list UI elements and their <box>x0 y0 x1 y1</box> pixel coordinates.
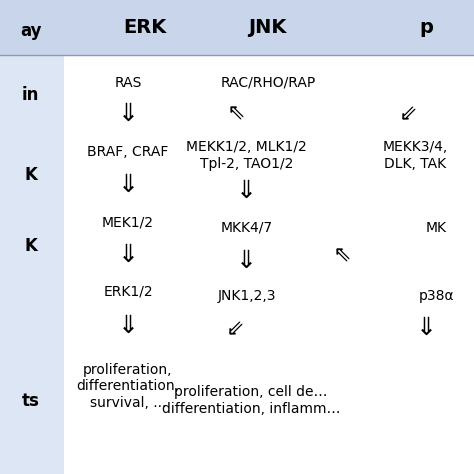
Text: ⇐: ⇐ <box>221 99 248 127</box>
Text: proliferation, cell de…
differentiation, inflamm…: proliferation, cell de… differentiation,… <box>162 385 340 416</box>
Text: ay: ay <box>20 22 42 40</box>
Text: K: K <box>24 166 37 184</box>
Text: RAS: RAS <box>114 76 142 90</box>
Text: ERK: ERK <box>123 18 166 36</box>
Text: ⇓: ⇓ <box>236 179 257 202</box>
Bar <box>64 55 474 474</box>
Text: ⇓: ⇓ <box>118 102 138 126</box>
Bar <box>0 0 474 55</box>
Text: RAC/RHO/RAP: RAC/RHO/RAP <box>220 76 315 90</box>
Text: MEKK1/2, MLK1/2
Tpl-2, TAO1/2: MEKK1/2, MLK1/2 Tpl-2, TAO1/2 <box>186 140 307 171</box>
Text: ⇓: ⇓ <box>236 249 257 273</box>
Text: JNK1,2,3: JNK1,2,3 <box>217 289 276 303</box>
Text: p38α: p38α <box>418 289 454 303</box>
Text: p: p <box>419 18 434 36</box>
Text: K: K <box>24 237 37 255</box>
Text: ERK1/2: ERK1/2 <box>103 284 153 299</box>
Text: ⇓: ⇓ <box>118 243 138 267</box>
Text: in: in <box>22 86 39 104</box>
Text: ts: ts <box>22 392 40 410</box>
Text: MEKK3/4,
DLK, TAK: MEKK3/4, DLK, TAK <box>382 140 447 171</box>
Text: BRAF, CRAF: BRAF, CRAF <box>87 145 169 159</box>
Text: ⇓: ⇓ <box>118 314 138 338</box>
Text: ⇐: ⇐ <box>328 241 355 269</box>
Text: ⇐: ⇐ <box>222 314 250 342</box>
Text: MK: MK <box>426 220 447 235</box>
Text: proliferation,
differentiation,
survival, ...: proliferation, differentiation, survival… <box>76 363 180 410</box>
Text: ⇓: ⇓ <box>416 316 437 340</box>
Text: MKK4/7: MKK4/7 <box>220 220 273 235</box>
Text: ⇐: ⇐ <box>395 99 422 127</box>
Text: JNK: JNK <box>249 18 287 36</box>
Bar <box>0 55 64 474</box>
Text: ⇓: ⇓ <box>118 173 138 197</box>
Text: MEK1/2: MEK1/2 <box>102 216 154 230</box>
